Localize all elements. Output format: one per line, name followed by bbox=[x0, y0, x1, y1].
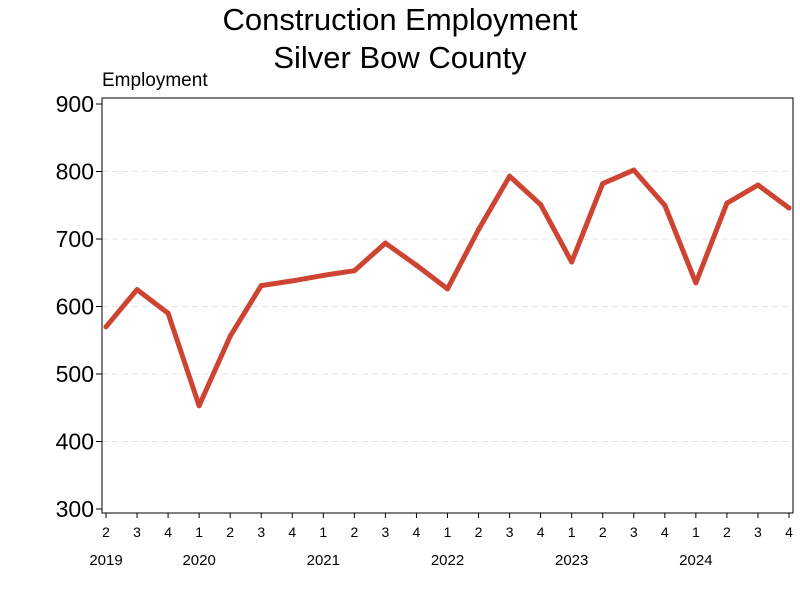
x-tick-label: 1 bbox=[444, 524, 452, 540]
x-tick-label: 1 bbox=[568, 524, 576, 540]
x-tick-label: 4 bbox=[661, 524, 669, 540]
y-tick-label: 900 bbox=[56, 91, 94, 117]
y-tick-label: 400 bbox=[56, 429, 94, 455]
data-point bbox=[662, 202, 668, 208]
data-point bbox=[445, 286, 450, 292]
data-point bbox=[413, 262, 419, 268]
data-point bbox=[382, 240, 388, 246]
y-tick-label: 700 bbox=[56, 226, 94, 252]
data-point bbox=[693, 280, 699, 286]
x-tick-label: 4 bbox=[164, 524, 172, 540]
x-year-label: 2024 bbox=[679, 552, 712, 569]
x-axis-year-labels: 2019 2020 2021 2022 2023 2024 bbox=[89, 552, 712, 569]
x-tick-label: 1 bbox=[692, 524, 700, 540]
data-point bbox=[507, 173, 513, 179]
data-point bbox=[724, 200, 730, 206]
x-tick-label: 3 bbox=[630, 524, 638, 540]
data-point bbox=[476, 227, 482, 233]
y-axis-label: Employment bbox=[102, 70, 208, 91]
x-year-label: 2020 bbox=[182, 552, 215, 569]
data-point bbox=[196, 403, 202, 409]
x-tick-label: 2 bbox=[102, 524, 110, 540]
data-point bbox=[569, 259, 575, 265]
data-point bbox=[289, 278, 295, 284]
x-year-label: 2022 bbox=[431, 552, 464, 569]
x-tick-label: 2 bbox=[599, 524, 607, 540]
x-tick-label: 2 bbox=[226, 524, 234, 540]
x-axis-ticks: 2 3 4 1 2 3 4 1 2 3 4 1 2 3 4 1 2 3 4 1 2 3 4 bbox=[102, 513, 793, 540]
data-point bbox=[786, 205, 792, 211]
gridlines bbox=[102, 171, 793, 442]
x-year-label: 2019 bbox=[89, 552, 122, 569]
x-tick-label: 4 bbox=[785, 524, 793, 540]
data-point bbox=[227, 333, 233, 339]
x-tick-label: 2 bbox=[723, 524, 731, 540]
data-point bbox=[134, 287, 140, 293]
data-point bbox=[351, 268, 357, 274]
y-tick-label: 600 bbox=[56, 294, 94, 320]
data-point bbox=[631, 167, 637, 173]
chart-title-line-1: Construction Employment bbox=[223, 2, 578, 37]
x-tick-label: 3 bbox=[133, 524, 141, 540]
data-point bbox=[165, 310, 171, 316]
x-tick-label: 2 bbox=[475, 524, 483, 540]
y-tick-label: 800 bbox=[56, 159, 94, 185]
x-tick-label: 3 bbox=[382, 524, 390, 540]
data-point bbox=[538, 202, 544, 208]
y-tick-label: 500 bbox=[56, 361, 94, 387]
x-year-label: 2023 bbox=[555, 552, 588, 569]
plot-frame bbox=[101, 97, 794, 514]
x-tick-label: 4 bbox=[537, 524, 545, 540]
x-tick-label: 3 bbox=[506, 524, 514, 540]
data-point bbox=[103, 324, 109, 330]
y-axis-ticks: 300 400 500 600 700 800 900 bbox=[56, 91, 102, 522]
x-tick-label: 4 bbox=[413, 524, 421, 540]
x-year-label: 2021 bbox=[307, 552, 340, 569]
x-tick-label: 4 bbox=[288, 524, 296, 540]
x-tick-label: 2 bbox=[350, 524, 358, 540]
y-tick-label: 300 bbox=[56, 496, 94, 522]
data-point bbox=[258, 283, 264, 289]
x-tick-label: 3 bbox=[257, 524, 265, 540]
x-tick-label: 3 bbox=[754, 524, 762, 540]
x-tick-label: 1 bbox=[195, 524, 203, 540]
data-point bbox=[320, 272, 326, 278]
data-point bbox=[600, 181, 606, 187]
chart-title-line-2: Silver Bow County bbox=[273, 40, 527, 75]
x-tick-label: 1 bbox=[319, 524, 327, 540]
data-point bbox=[755, 182, 761, 188]
data-points bbox=[103, 167, 792, 409]
